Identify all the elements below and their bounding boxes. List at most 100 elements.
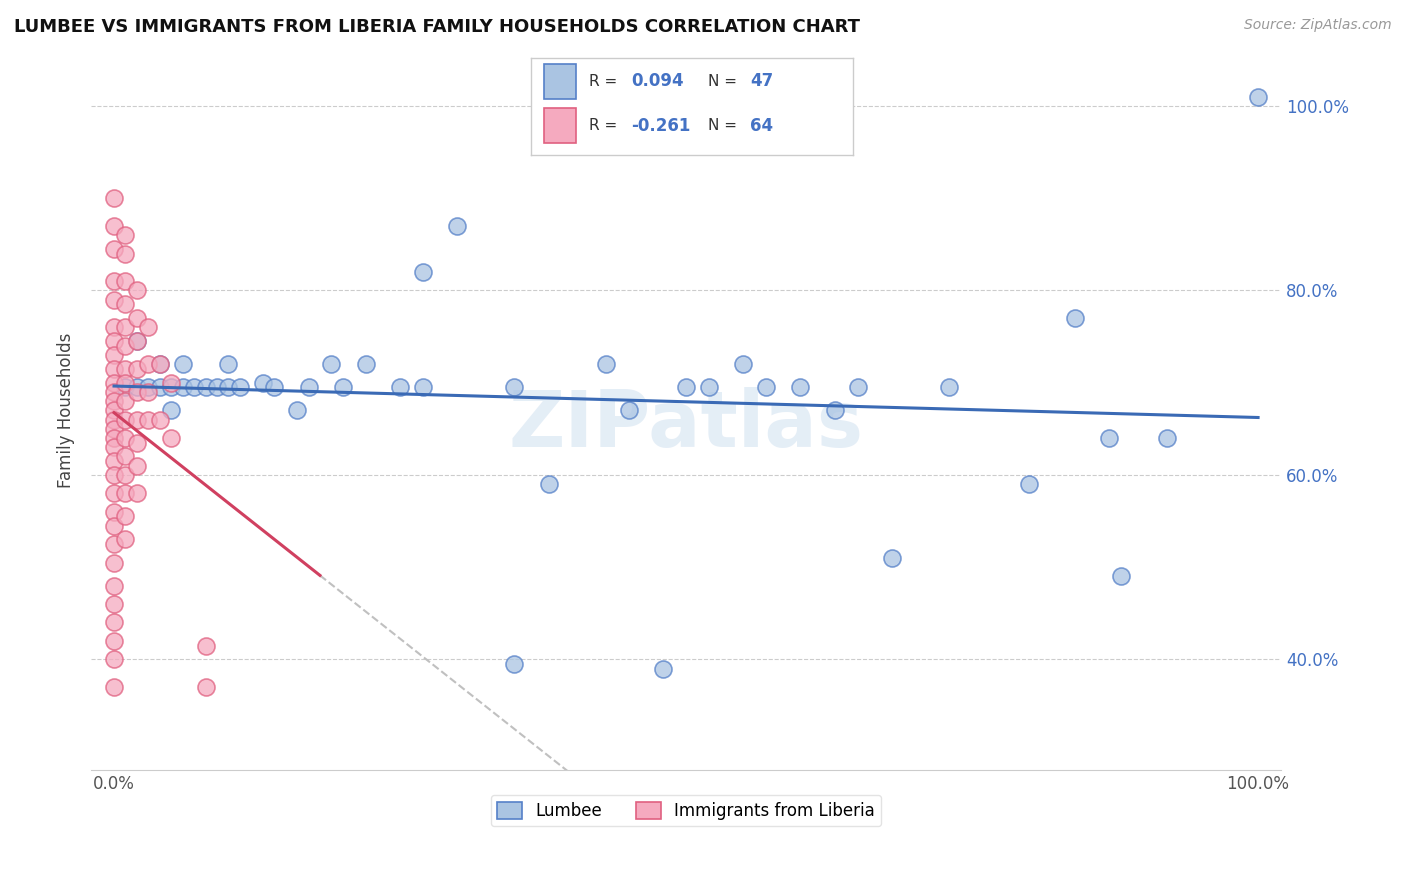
Point: [103, 219, 125, 233]
Point: [103, 422, 125, 436]
Point: [114, 320, 136, 334]
Point: [697, 380, 720, 394]
Point: [125, 334, 148, 348]
Point: [194, 639, 217, 653]
Point: [183, 380, 205, 394]
Point: [103, 242, 125, 256]
Y-axis label: Family Households: Family Households: [58, 333, 75, 488]
Point: [1098, 431, 1121, 445]
Point: [114, 486, 136, 500]
Point: [880, 550, 903, 565]
Point: [617, 403, 640, 417]
Point: [503, 380, 526, 394]
Point: [114, 297, 136, 311]
Point: [1247, 90, 1270, 104]
Point: [217, 380, 239, 394]
Point: [138, 357, 160, 371]
Point: [138, 320, 160, 334]
Point: [103, 556, 125, 570]
Point: [103, 348, 125, 362]
Point: [125, 380, 148, 394]
Point: [263, 380, 285, 394]
Point: [160, 376, 183, 390]
Point: [595, 357, 617, 371]
Legend: Lumbee, Immigrants from Liberia: Lumbee, Immigrants from Liberia: [491, 795, 882, 826]
Point: [103, 615, 125, 630]
Point: [103, 505, 125, 519]
Point: [114, 246, 136, 260]
Point: [103, 274, 125, 288]
Point: [103, 384, 125, 399]
Point: [103, 680, 125, 694]
Point: [446, 219, 468, 233]
Point: [824, 403, 846, 417]
Point: [149, 357, 172, 371]
Point: [1109, 569, 1132, 583]
Point: [354, 357, 377, 371]
Point: [103, 578, 125, 592]
Point: [103, 191, 125, 205]
Point: [217, 357, 239, 371]
Point: [114, 274, 136, 288]
Point: [149, 412, 172, 426]
Point: [103, 537, 125, 551]
Point: [114, 509, 136, 524]
Point: [103, 652, 125, 666]
Point: [172, 357, 194, 371]
Point: [103, 403, 125, 417]
Point: [125, 486, 148, 500]
Point: [103, 320, 125, 334]
Point: [138, 412, 160, 426]
Point: [229, 380, 252, 394]
Point: [172, 380, 194, 394]
Point: [332, 380, 354, 394]
Point: [114, 380, 136, 394]
Point: [103, 412, 125, 426]
Text: Source: ZipAtlas.com: Source: ZipAtlas.com: [1244, 18, 1392, 32]
Point: [125, 412, 148, 426]
Point: [160, 431, 183, 445]
Point: [789, 380, 811, 394]
Point: [103, 440, 125, 454]
Point: [412, 265, 434, 279]
Point: [103, 334, 125, 348]
Point: [537, 477, 560, 491]
Point: [125, 361, 148, 376]
Point: [114, 533, 136, 547]
Point: [103, 597, 125, 611]
Point: [125, 284, 148, 298]
Point: [138, 384, 160, 399]
Point: [114, 412, 136, 426]
Point: [938, 380, 960, 394]
Point: [194, 380, 217, 394]
Point: [114, 431, 136, 445]
Point: [125, 384, 148, 399]
Point: [103, 293, 125, 307]
Point: [114, 467, 136, 482]
Point: [103, 486, 125, 500]
Point: [412, 380, 434, 394]
Point: [149, 357, 172, 371]
Point: [1156, 431, 1178, 445]
Point: [733, 357, 755, 371]
Point: [114, 394, 136, 409]
Point: [149, 380, 172, 394]
Point: [114, 228, 136, 243]
Point: [205, 380, 228, 394]
Text: ZIPatlas: ZIPatlas: [509, 387, 863, 463]
Point: [125, 334, 148, 348]
Point: [160, 403, 183, 417]
Point: [252, 376, 274, 390]
Point: [194, 680, 217, 694]
Point: [103, 376, 125, 390]
Point: [114, 339, 136, 353]
Point: [1064, 311, 1087, 326]
Point: [125, 458, 148, 473]
Point: [103, 394, 125, 409]
Point: [846, 380, 869, 394]
Point: [125, 435, 148, 450]
Text: LUMBEE VS IMMIGRANTS FROM LIBERIA FAMILY HOUSEHOLDS CORRELATION CHART: LUMBEE VS IMMIGRANTS FROM LIBERIA FAMILY…: [14, 18, 860, 36]
Point: [285, 403, 308, 417]
Point: [389, 380, 412, 394]
Point: [125, 311, 148, 326]
